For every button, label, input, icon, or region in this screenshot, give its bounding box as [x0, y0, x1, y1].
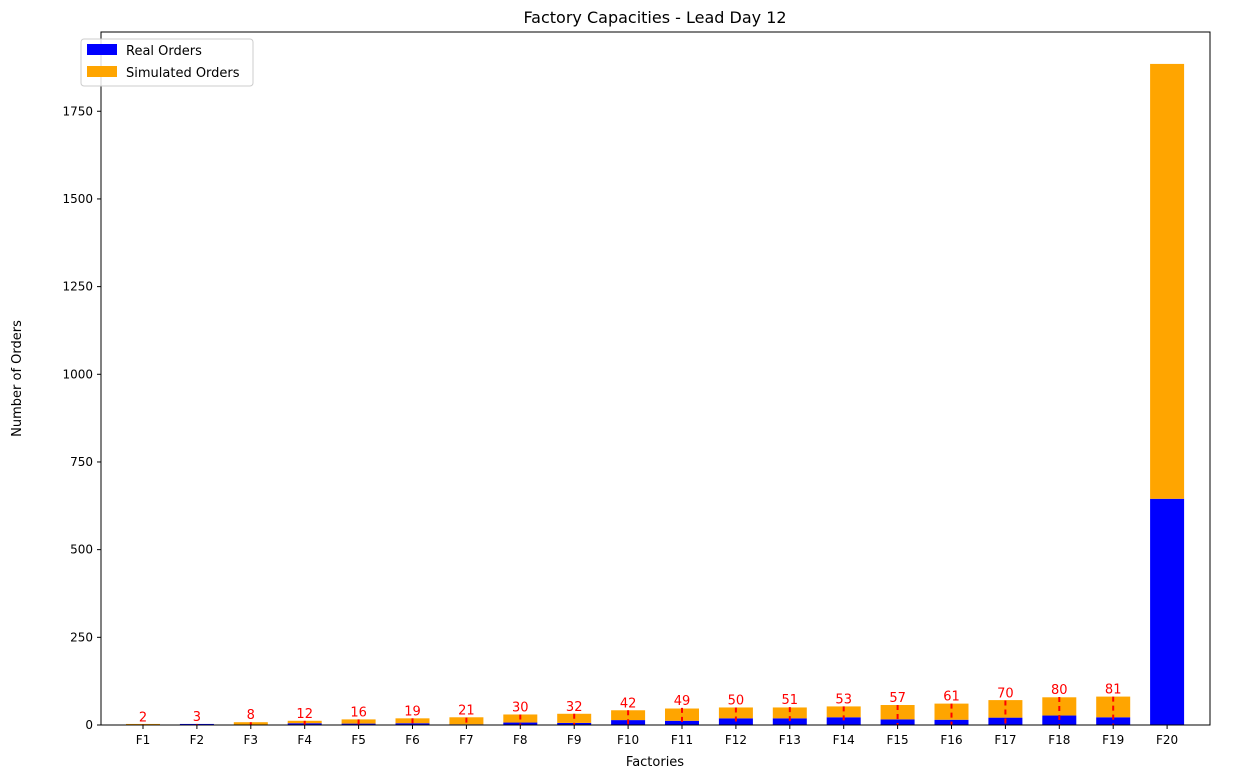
capacity-label: 30 [512, 700, 529, 715]
x-tick-label: F20 [1156, 733, 1178, 747]
legend-swatch-real-orders [87, 44, 117, 55]
capacity-label: 3 [193, 710, 201, 725]
x-tick-label: F9 [567, 733, 582, 747]
y-tick-label: 250 [70, 630, 93, 644]
x-tick-label: F7 [459, 733, 474, 747]
x-tick-label: F12 [725, 733, 747, 747]
legend-label-real-orders: Real Orders [126, 44, 202, 59]
x-tick-label: F1 [136, 733, 151, 747]
y-axis-label: Number of Orders [10, 320, 25, 437]
x-axis-label: Factories [626, 755, 684, 770]
y-tick-label: 750 [70, 455, 93, 469]
x-tick-label: F13 [779, 733, 801, 747]
capacity-label: 49 [674, 694, 691, 709]
capacity-label: 19 [404, 704, 421, 719]
capacity-label: 2 [139, 710, 147, 725]
bar-real-orders [880, 719, 915, 725]
chart-title: Factory Capacities - Lead Day 12 [523, 8, 786, 27]
capacity-label: 16 [350, 705, 367, 720]
x-tick-label: F14 [833, 733, 855, 747]
bar-simulated-orders [718, 707, 753, 719]
y-tick-label: 1500 [62, 192, 93, 206]
y-tick-label: 1250 [62, 280, 93, 294]
plot-frame [100, 31, 1211, 726]
capacity-label: 70 [997, 686, 1014, 701]
bar-simulated-orders [988, 700, 1023, 718]
x-tick-label: F3 [244, 733, 259, 747]
capacity-label: 61 [943, 690, 960, 705]
capacity-label: 12 [296, 707, 313, 722]
legend-label-simulated-orders: Simulated Orders [126, 66, 240, 81]
bar-simulated-orders [772, 707, 807, 719]
x-tick-label: F16 [940, 733, 962, 747]
capacity-label: 51 [782, 693, 799, 708]
bar-real-orders [1150, 498, 1185, 725]
bar-real-orders [395, 723, 430, 725]
bar-simulated-orders [880, 705, 915, 720]
capacity-label: 80 [1051, 683, 1068, 698]
bar-real-orders [1042, 715, 1077, 725]
bar-real-orders [826, 717, 861, 725]
x-tick-label: F4 [297, 733, 312, 747]
bar-simulated-orders [826, 706, 861, 718]
x-tick-label: F18 [1048, 733, 1070, 747]
y-tick-label: 500 [70, 543, 93, 557]
x-tick-label: F8 [513, 733, 528, 747]
legend: Real Orders Simulated Orders [80, 38, 254, 87]
bar-real-orders [665, 720, 699, 725]
bar-simulated-orders [665, 708, 699, 721]
capacity-label: 50 [728, 693, 745, 708]
capacity-label: 32 [566, 700, 583, 715]
x-tick-label: F15 [887, 733, 909, 747]
capacity-label: 42 [620, 696, 637, 711]
capacity-label: 21 [458, 704, 475, 719]
legend-frame [80, 38, 254, 87]
legend-swatch-simulated-orders [87, 66, 117, 77]
capacity-label: 53 [835, 692, 852, 707]
x-tick-label: F2 [190, 733, 205, 747]
capacity-label: 57 [889, 691, 906, 706]
bar-real-orders [1096, 717, 1131, 725]
x-tick-label: F19 [1102, 733, 1124, 747]
bar-simulated-orders [934, 703, 969, 720]
x-tick-label: F10 [617, 733, 639, 747]
x-tick-label: F5 [351, 733, 366, 747]
y-tick-label: 1000 [62, 367, 93, 381]
y-tick-label: 0 [85, 718, 93, 732]
capacity-label: 8 [247, 708, 255, 723]
bar-simulated-orders [1150, 63, 1185, 499]
bar-real-orders [772, 718, 807, 725]
x-tick-label: F17 [994, 733, 1016, 747]
y-tick-label: 1750 [62, 104, 93, 118]
x-tick-label: F11 [671, 733, 693, 747]
bar-real-orders [718, 718, 753, 725]
plot-area: 025050075010001250150017502F13F28F312F41… [62, 63, 1185, 747]
x-tick-label: F6 [405, 733, 420, 747]
capacity-label: 81 [1105, 683, 1122, 698]
